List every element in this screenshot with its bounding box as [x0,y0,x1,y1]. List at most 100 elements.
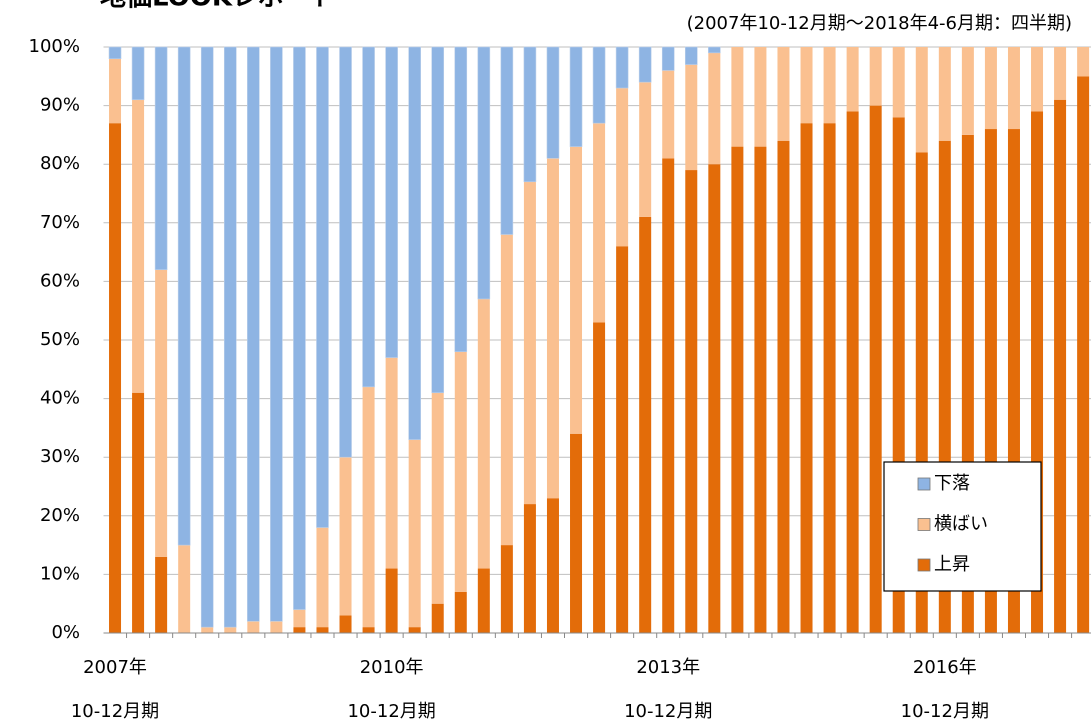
bar-segment [938,47,951,141]
bar-segment [777,140,790,633]
bar-segment [593,123,606,323]
bar-segment [570,146,583,434]
bar-segment [155,269,168,557]
bar-segment [454,591,467,633]
y-tick-label: 80% [40,153,80,174]
bar-segment [869,47,882,106]
bar-segment [109,123,122,634]
bar-segment [892,47,905,118]
bar-segment [593,322,606,633]
bar-segment [616,88,629,247]
x-tick-label: 10-12月期 [71,701,159,722]
bar-segment [270,621,283,633]
bar-segment [247,46,260,622]
x-tick-label: 2016年 [913,657,977,678]
bar-segment [362,627,375,633]
legend-swatch [917,558,931,572]
bar-segment [777,47,790,141]
bar-segment [316,527,329,628]
bar-segment [408,46,421,440]
bar-segment [523,46,537,183]
bar-segment [661,46,675,71]
x-tick-label: 10-12月期 [624,701,712,722]
bar-segment [223,46,237,628]
bar-segment [546,158,559,499]
bar-segment [500,545,513,633]
bar-segment [362,46,375,388]
y-tick-label: 90% [40,95,80,116]
legend-swatch [917,477,931,491]
bar-segment [662,158,675,633]
bar-segment [154,46,168,270]
bar-segment [454,351,467,592]
bar-segment [685,170,698,633]
bar-segment [477,298,490,569]
bar-segment [823,123,836,634]
bar-segment [339,615,352,633]
legend-label: 下落 [934,473,970,494]
bar-segment [684,46,698,65]
bar-segment [615,46,629,89]
y-tick-label: 60% [40,270,80,291]
bar-segment [569,46,583,147]
bar-segment [200,46,214,628]
bar-segment [293,627,306,633]
bar-segment [846,47,859,112]
bar-segment [247,621,260,633]
bar-segment [685,64,698,171]
bar-segment [109,58,122,124]
bar-segment [754,146,767,633]
x-tick-label: 2013年 [636,657,700,678]
bar-segment [731,47,744,147]
bar-segment [477,46,491,300]
bar-segment [638,46,652,83]
bar-segment [408,627,421,633]
bar-segment [639,82,652,217]
y-tick-label: 30% [40,446,80,467]
bar-segment [431,392,444,604]
bar-segment [662,70,675,159]
bar-segment [108,46,122,60]
y-tick-label: 10% [40,563,80,584]
bar-segment [408,439,421,628]
y-tick-label: 40% [40,388,80,409]
bar-segment [500,234,513,546]
bar-segment [362,386,375,628]
bar-segment [293,46,306,610]
bar-segment [708,46,721,54]
bar-segment [132,392,145,633]
bar-segment [431,46,445,394]
x-tick-label: 10-12月期 [347,701,435,722]
bar-segment [454,46,468,353]
bar-segment [385,46,398,358]
bar-segment [1054,99,1067,634]
bar-segment [177,46,191,546]
bar-segment [339,46,352,458]
bar-segment [201,627,214,633]
bar-segment [961,47,974,135]
legend-label: 横ばい [934,514,988,535]
bar-segment [592,46,606,124]
bar-segment [869,105,882,634]
bar-segment [1077,76,1090,634]
bar-segment [754,47,767,147]
legend-swatch [917,518,931,531]
bar-segment [178,545,191,633]
bar-segment [846,111,859,633]
bar-segment [477,568,490,633]
y-tick-label: 50% [40,329,80,350]
y-tick-label: 20% [40,505,80,526]
bar-segment [800,47,813,124]
bar-segment [731,146,744,633]
bar-segment [316,46,329,528]
bar-segment [639,216,652,633]
bar-segment [316,627,329,633]
bar-segment [546,46,560,159]
legend-label: 上昇 [934,554,970,575]
bar-segment [1054,47,1067,100]
legend-box [883,461,1042,592]
bar-segment [523,504,536,633]
bar-segment [823,47,836,124]
